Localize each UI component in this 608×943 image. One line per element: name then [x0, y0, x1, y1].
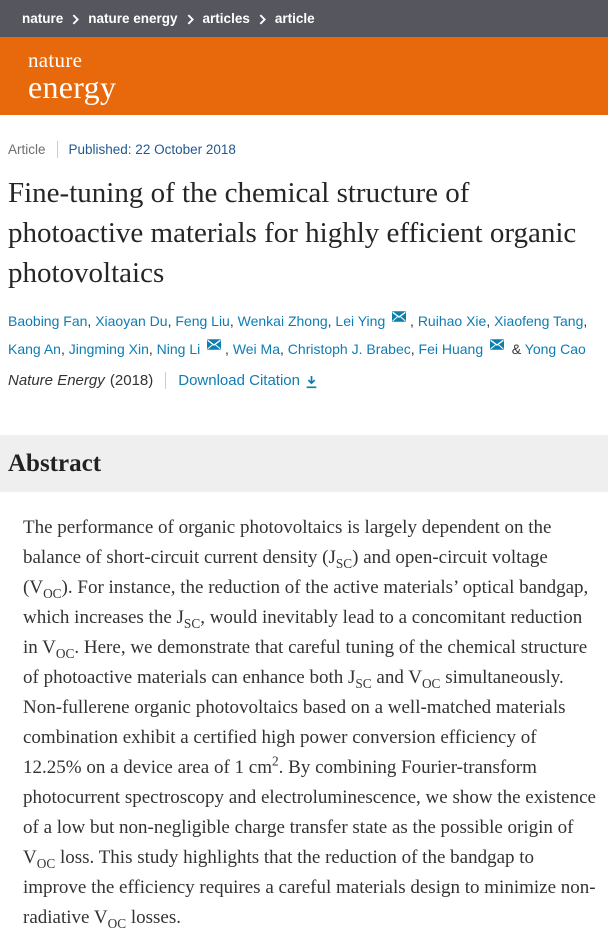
author-link[interactable]: Fei Huang: [418, 341, 484, 358]
author-link[interactable]: Lei Ying: [335, 313, 386, 330]
author-separator: ,: [148, 341, 157, 358]
author-separator: ,: [280, 341, 288, 358]
breadcrumb-item-articles[interactable]: articles: [202, 11, 250, 26]
abstract-section: Abstract The performance of organic phot…: [0, 435, 608, 933]
author-separator: ,: [486, 313, 495, 330]
abstract-segment: , would inevitably lead to a concomitant…: [23, 607, 583, 659]
email-icon[interactable]: [490, 339, 505, 350]
abstract-segment: and V: [371, 667, 422, 689]
author-separator: ,: [167, 313, 176, 330]
author-separator: ,: [410, 341, 419, 358]
breadcrumb-item-article[interactable]: article: [274, 11, 315, 26]
abstract-segment: simultaneously. Non-fullerene organic ph…: [23, 667, 566, 779]
abstract-segment: OC: [43, 585, 62, 601]
citation-year: (2018): [109, 372, 154, 390]
author-link[interactable]: Ning Li: [156, 341, 201, 358]
author-separator: ,: [410, 313, 418, 330]
journal-name: Nature Energy: [8, 372, 105, 390]
abstract-segment: OC: [107, 915, 127, 931]
download-citation-link[interactable]: Download Citation: [178, 372, 318, 389]
breadcrumb: nature nature energy articles article: [0, 0, 608, 37]
author-separator: ,: [225, 341, 233, 358]
abstract-segment: loss. This study highlights that the red…: [23, 847, 596, 929]
article-meta-row: Article Published: 22 October 2018: [8, 141, 598, 158]
author-link[interactable]: Christoph J. Brabec: [287, 341, 411, 358]
article-title: Fine-tuning of the chemical structure of…: [8, 177, 577, 290]
abstract-text: The performance of organic photovoltaics…: [23, 513, 598, 933]
article-type-label: Article: [8, 142, 46, 157]
meta-divider: [56, 141, 58, 158]
abstract-segment: ) and open-circuit voltage (V: [23, 547, 548, 599]
published-date: Published: 22 October 2018: [68, 142, 236, 157]
abstract-segment: SC: [335, 555, 353, 571]
chevron-right-icon: [187, 13, 194, 25]
email-icon[interactable]: [392, 311, 407, 322]
abstract-segment: SC: [355, 675, 372, 691]
author-link[interactable]: Wenkai Zhong: [237, 313, 328, 330]
author-link[interactable]: Xiaofeng Tang: [494, 313, 584, 330]
author-link[interactable]: Feng Liu: [175, 313, 230, 330]
download-icon: [305, 375, 318, 389]
author-separator: ,: [327, 313, 336, 330]
author-link[interactable]: Yong Cao: [524, 341, 586, 358]
author-separator: &: [507, 341, 525, 358]
author-link[interactable]: Ruihao Xie: [417, 313, 487, 330]
citation-divider: [165, 372, 167, 390]
download-citation-label: Download Citation: [178, 372, 300, 390]
abstract-segment: SC: [183, 615, 201, 631]
author-link[interactable]: Kang An: [8, 341, 61, 358]
journal-logo-nature: nature: [28, 48, 83, 73]
abstract-segment: . Here, we demonstrate that careful tuni…: [23, 637, 588, 689]
abstract-segment: The performance of organic photovoltaics…: [23, 517, 552, 569]
abstract-segment: losses.: [126, 907, 181, 929]
journal-logo-energy: energy: [28, 68, 117, 105]
abstract-heading: Abstract: [8, 450, 102, 478]
chevron-right-icon: [72, 13, 80, 25]
author-separator: ,: [583, 313, 592, 330]
journal-citation: Nature Energy (2018): [8, 372, 153, 389]
author-link[interactable]: Jingming Xin: [68, 341, 149, 358]
author-separator: ,: [60, 341, 69, 358]
journal-banner-logo[interactable]: nature energy: [0, 37, 608, 115]
author-link[interactable]: Xiaoyan Du: [95, 313, 168, 330]
author-separator: ,: [87, 313, 96, 330]
author-link[interactable]: Wei Ma: [232, 341, 281, 358]
abstract-segment: 2: [272, 753, 279, 769]
abstract-heading-band: Abstract: [0, 435, 608, 493]
citation-row: Nature Energy (2018) Download Citation: [8, 372, 598, 390]
abstract-segment: OC: [55, 645, 75, 661]
abstract-segment: . By combining Fourier-transform photocu…: [23, 757, 596, 869]
breadcrumb-item-nature[interactable]: nature: [22, 11, 64, 26]
author-list: Baobing Fan, Xiaoyan Du, Feng Liu, Wenka…: [8, 307, 598, 363]
author-separator: ,: [229, 313, 238, 330]
abstract-segment: OC: [421, 675, 441, 691]
author-link[interactable]: Baobing Fan: [8, 313, 88, 330]
abstract-segment: ). For instance, the reduction of the ac…: [23, 577, 589, 629]
abstract-segment: OC: [36, 855, 56, 871]
breadcrumb-item-nature-energy[interactable]: nature energy: [88, 11, 178, 26]
chevron-right-icon: [259, 13, 266, 25]
email-icon[interactable]: [207, 339, 222, 350]
